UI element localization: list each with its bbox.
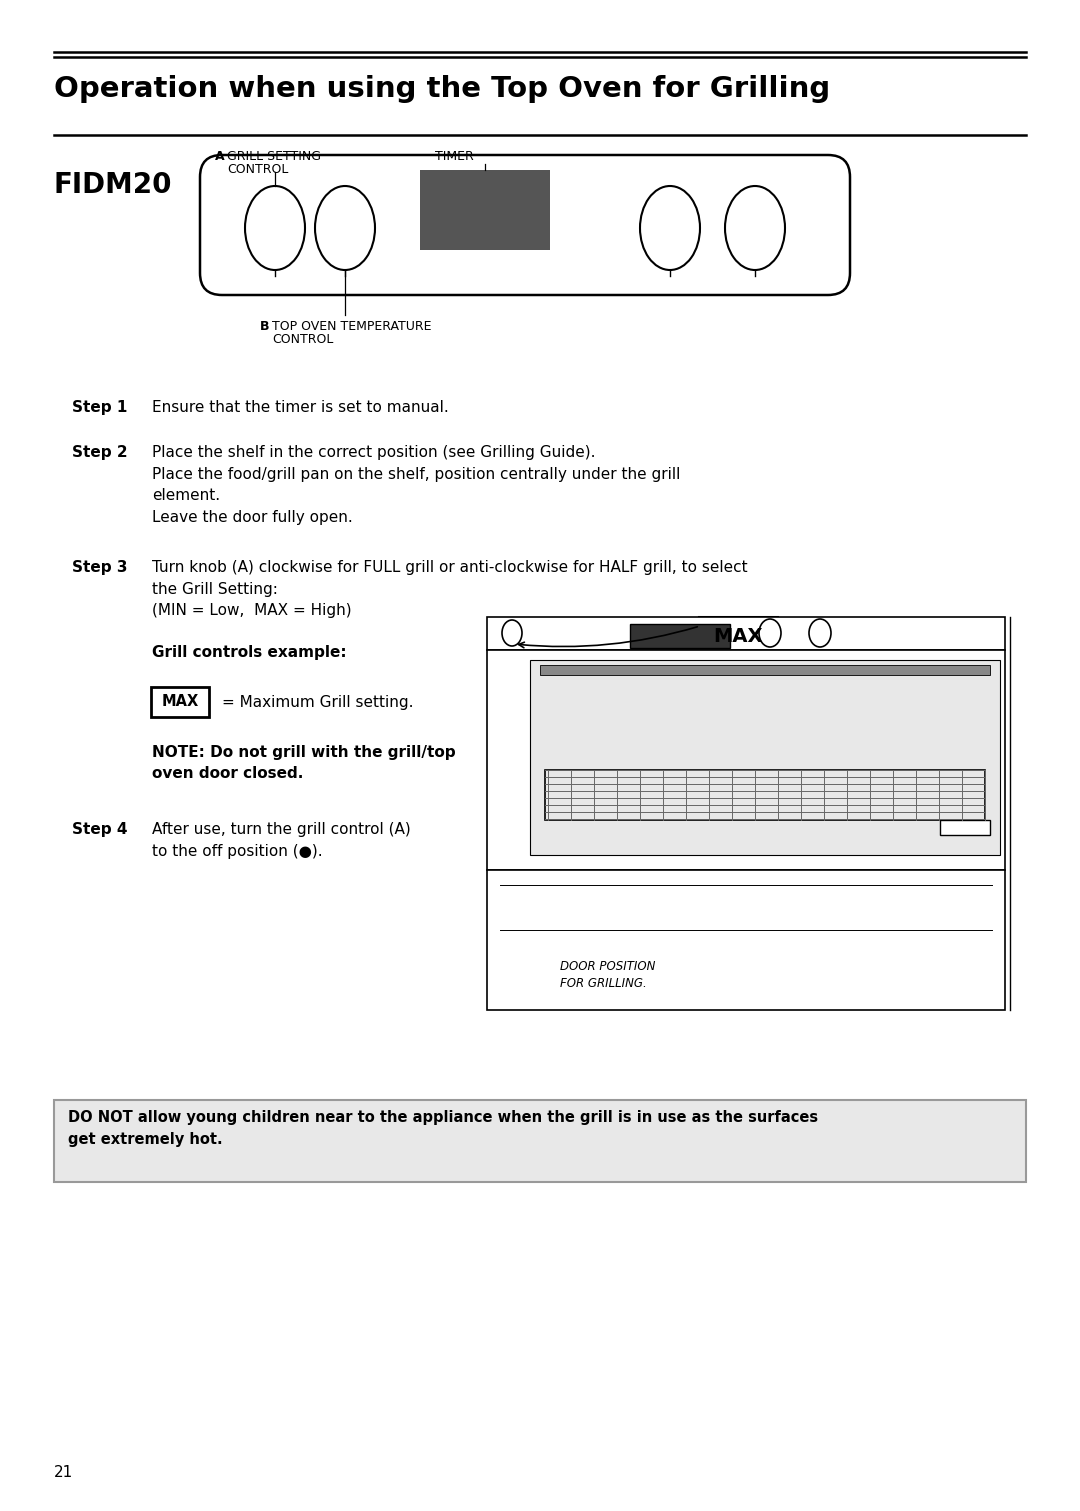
Ellipse shape [245,186,305,270]
Text: FIDM20: FIDM20 [54,171,173,199]
Polygon shape [540,665,990,675]
Text: A: A [215,150,225,163]
Text: = Maximum Grill setting.: = Maximum Grill setting. [222,695,414,710]
Text: TIMER: TIMER [435,150,474,163]
Text: Turn knob (A) clockwise for FULL grill or anti-clockwise for HALF grill, to sele: Turn knob (A) clockwise for FULL grill o… [152,561,747,618]
Text: TOP OVEN TEMPERATURE: TOP OVEN TEMPERATURE [272,320,432,332]
Polygon shape [487,870,1005,1009]
Text: Operation when using the Top Oven for Grilling: Operation when using the Top Oven for Gr… [54,76,831,103]
Polygon shape [487,650,1005,870]
Polygon shape [940,820,990,836]
FancyBboxPatch shape [699,616,777,654]
Text: Step 2: Step 2 [72,446,127,459]
Polygon shape [530,660,1000,855]
Bar [420,171,550,249]
Bar [630,624,730,648]
Ellipse shape [640,186,700,270]
Text: B: B [260,320,270,332]
Text: DO NOT allow young children near to the appliance when the grill is in use as th: DO NOT allow young children near to the … [68,1111,819,1147]
Text: MAX: MAX [713,627,762,645]
Ellipse shape [315,186,375,270]
Polygon shape [487,616,1005,650]
Text: 21: 21 [54,1466,73,1479]
Text: GRILL SETTING: GRILL SETTING [227,150,321,163]
Text: CONTROL: CONTROL [227,163,288,175]
Ellipse shape [759,620,781,647]
Text: Ensure that the timer is set to manual.: Ensure that the timer is set to manual. [152,400,449,416]
Text: Step 3: Step 3 [72,561,127,576]
Text: DOOR POSITION
FOR GRILLING.: DOOR POSITION FOR GRILLING. [561,959,656,990]
Text: CONTROL: CONTROL [272,332,334,346]
FancyBboxPatch shape [200,156,850,295]
Text: Step 1: Step 1 [72,400,127,416]
FancyBboxPatch shape [151,688,210,718]
Text: Grill controls example:: Grill controls example: [152,645,347,660]
Text: Step 4: Step 4 [72,822,127,837]
Ellipse shape [725,186,785,270]
Text: After use, turn the grill control (A)
to the off position (●).: After use, turn the grill control (A) to… [152,822,410,858]
Text: MAX: MAX [161,695,199,710]
FancyBboxPatch shape [54,1100,1026,1182]
Ellipse shape [502,620,522,647]
Text: NOTE: Do not grill with the grill/top
oven door closed.: NOTE: Do not grill with the grill/top ov… [152,745,456,781]
Ellipse shape [809,620,831,647]
Text: Place the shelf in the correct position (see Grilling Guide).
Place the food/gri: Place the shelf in the correct position … [152,446,680,524]
